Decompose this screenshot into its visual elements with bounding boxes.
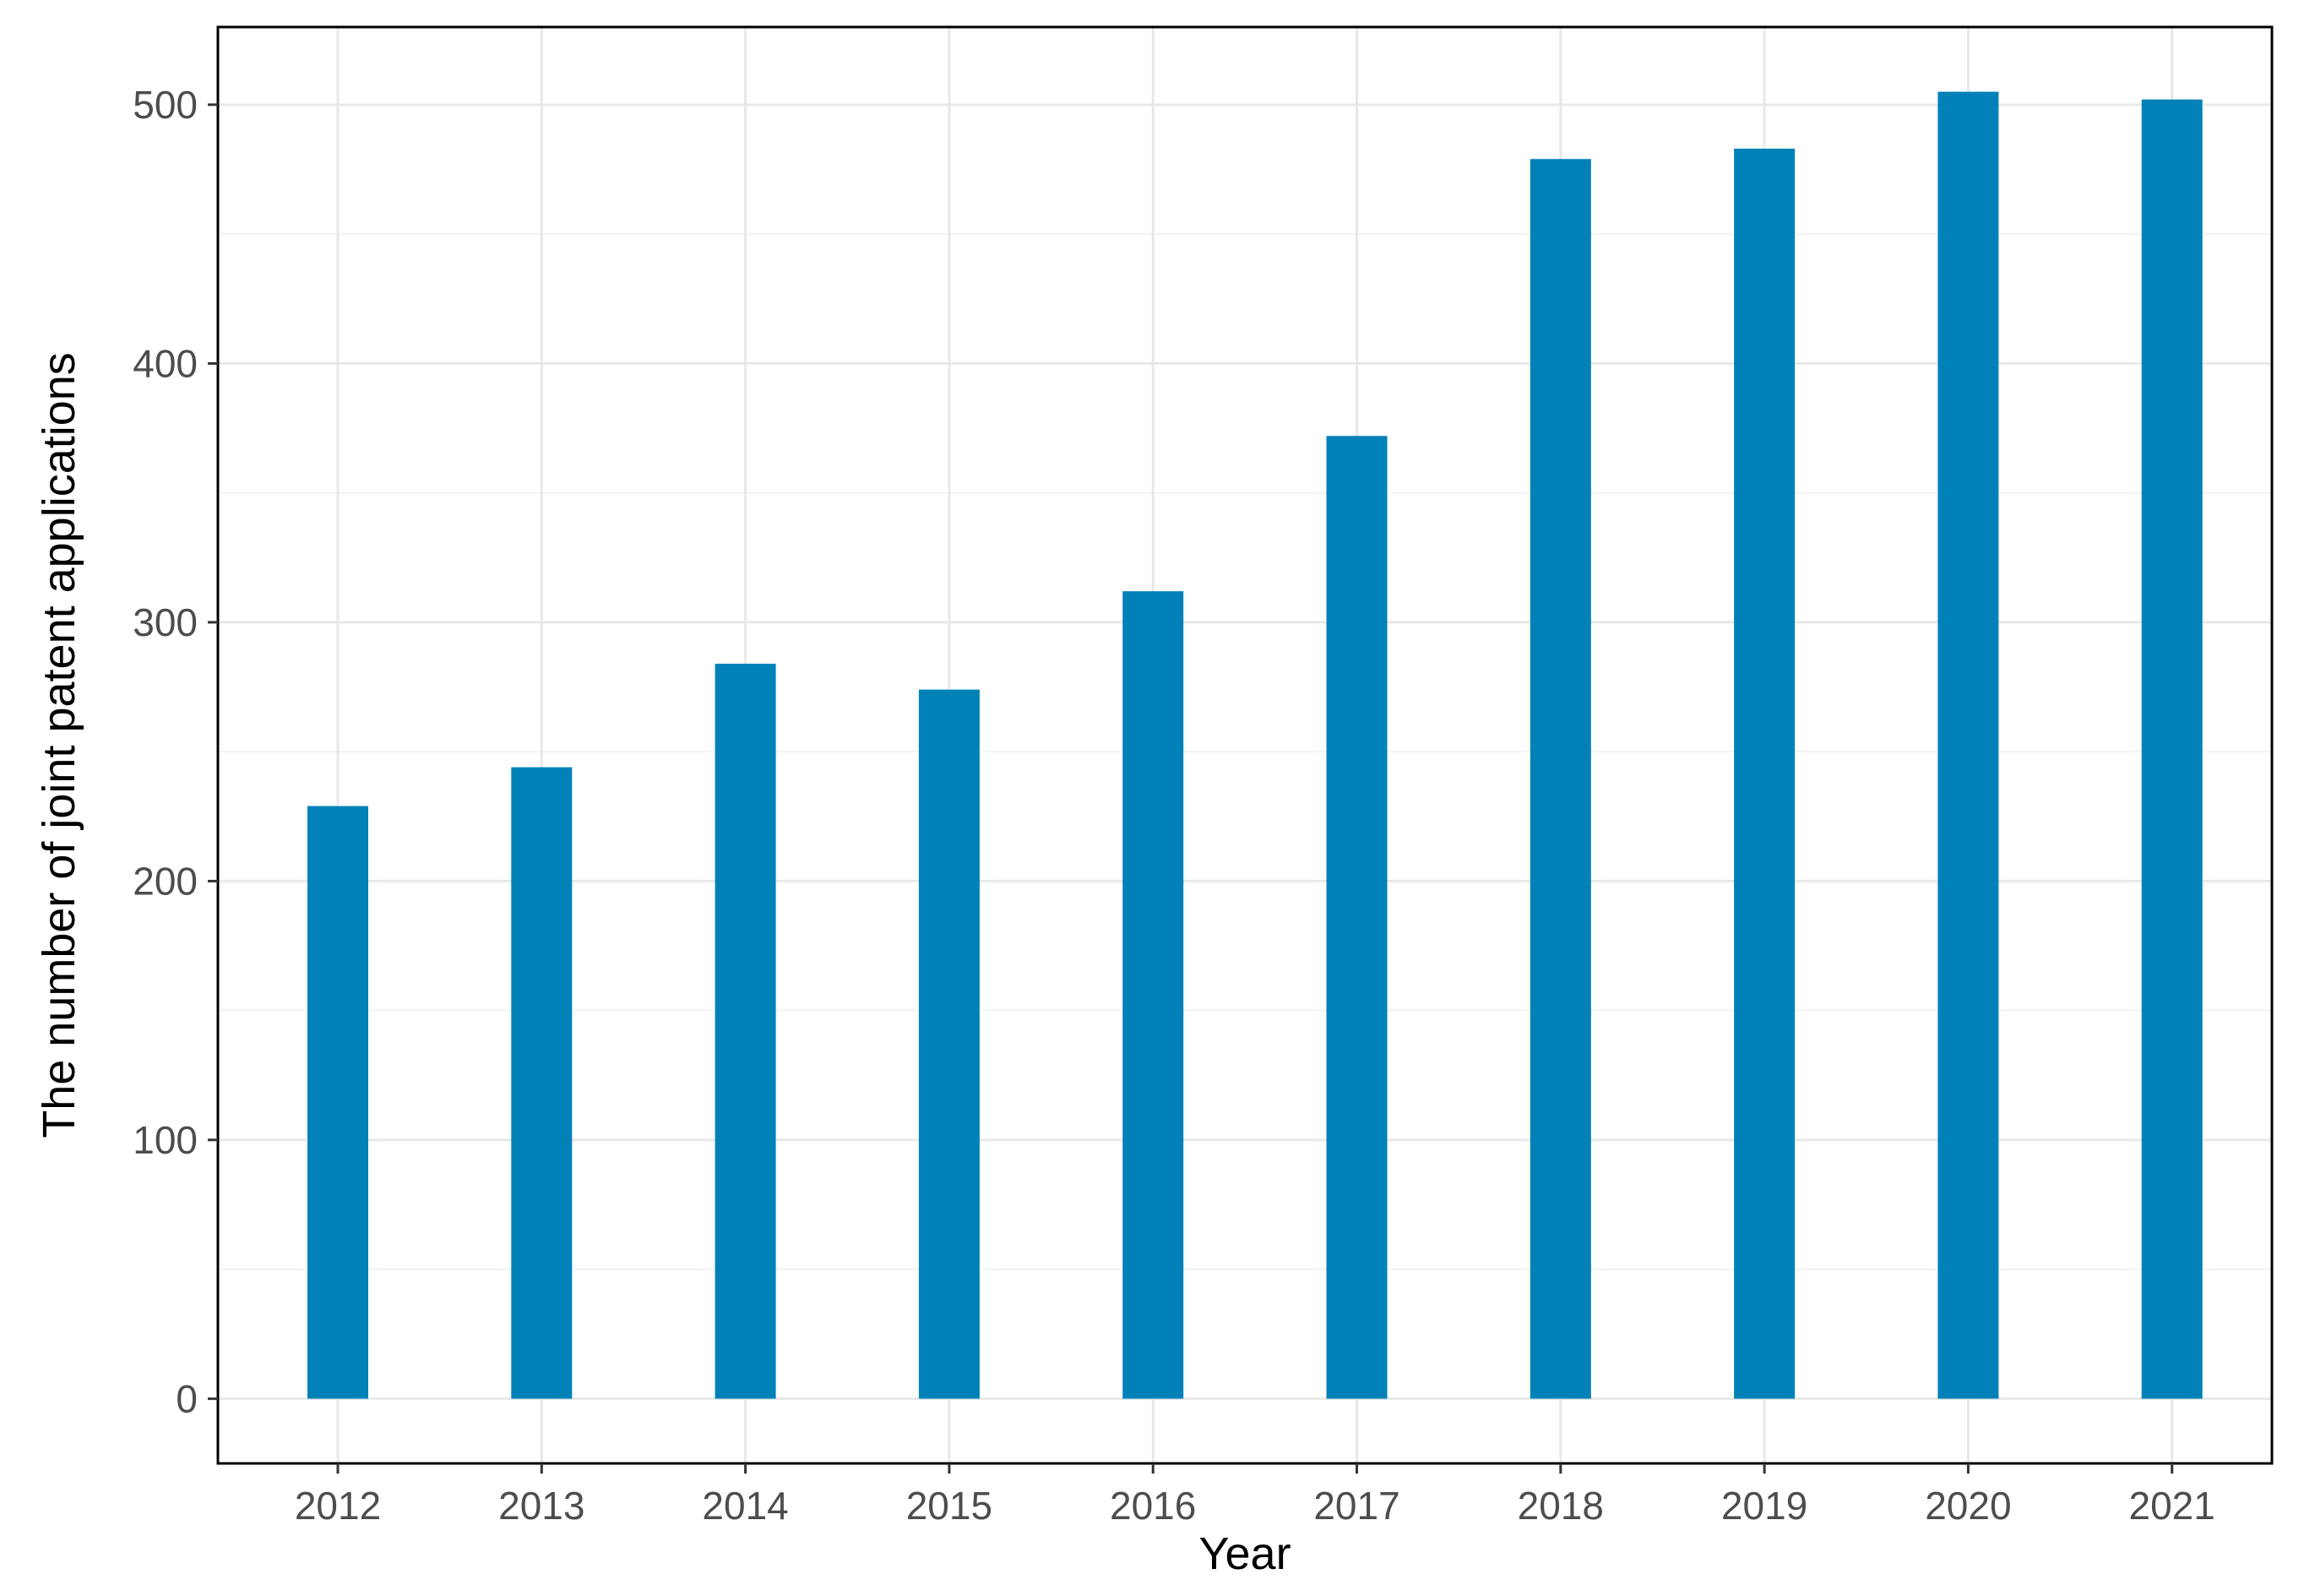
x-tick-label: 2017: [1313, 1484, 1399, 1528]
bar: [2141, 99, 2203, 1399]
bar: [715, 663, 776, 1399]
x-tick-label: 2020: [1925, 1484, 2011, 1528]
y-tick-label: 300: [133, 600, 198, 644]
bars: [307, 91, 2203, 1399]
x-axis-title: Year: [1198, 1528, 1291, 1579]
x-axis-ticks: 2012 2013 2014 2015 2016 2017 2018 2019 2020 2021: [295, 1463, 2215, 1528]
x-tick-label: 2015: [906, 1484, 992, 1528]
x-tick-label: 2016: [1110, 1484, 1196, 1528]
bar: [1326, 436, 1388, 1399]
x-tick-label: 2013: [498, 1484, 584, 1528]
y-tick-label: 400: [133, 341, 198, 385]
bar: [1530, 159, 1591, 1399]
bar: [1937, 91, 1999, 1399]
y-tick-label: 0: [176, 1376, 198, 1420]
bar: [307, 806, 368, 1399]
x-tick-label: 2018: [1518, 1484, 1604, 1528]
bar: [511, 767, 573, 1399]
x-tick-label: 2014: [702, 1484, 788, 1528]
plot-panel-border: [216, 25, 2274, 1465]
x-tick-label: 2012: [295, 1484, 381, 1528]
y-tick-label: 100: [133, 1118, 198, 1162]
x-tick-label: 2019: [1721, 1484, 1807, 1528]
y-axis-title: The number of joint patent applications: [34, 352, 84, 1138]
y-tick-label: 500: [133, 83, 198, 127]
bar: [1734, 149, 1796, 1399]
bar: [1122, 591, 1184, 1399]
y-tick-label: 200: [133, 859, 198, 903]
y-axis-ticks: 0 100 200 300 400 500: [133, 83, 218, 1420]
bar: [918, 689, 980, 1399]
x-tick-label: 2021: [2129, 1484, 2215, 1528]
